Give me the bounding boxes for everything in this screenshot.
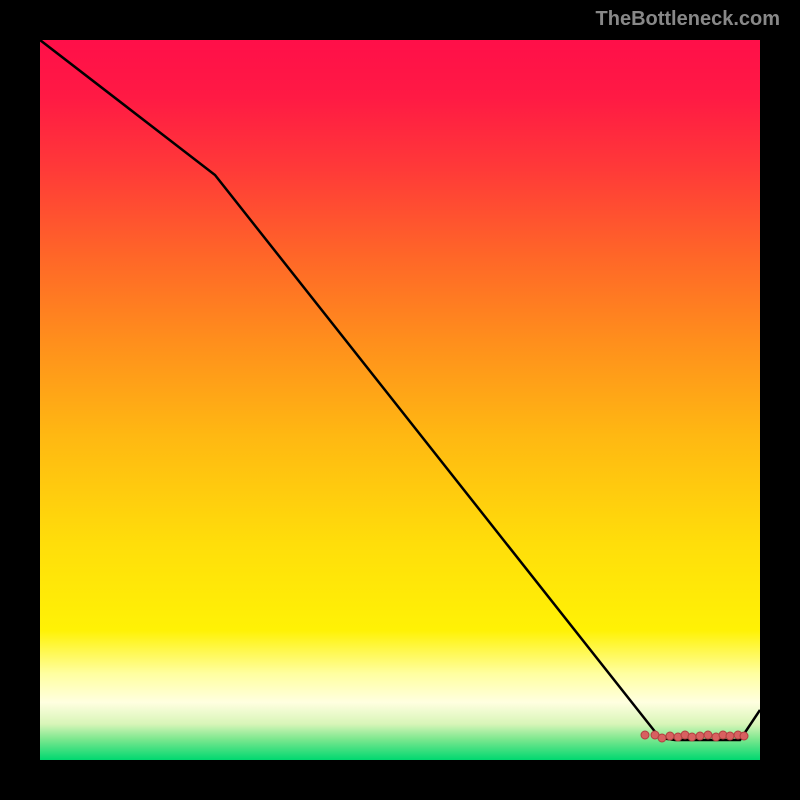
scatter-point	[666, 732, 674, 740]
chart-container: TheBottleneck.com	[0, 0, 800, 800]
chart-background	[40, 40, 760, 760]
chart-area	[40, 40, 760, 760]
scatter-point	[704, 731, 712, 739]
scatter-point	[696, 732, 704, 740]
scatter-point	[688, 733, 696, 741]
scatter-point	[726, 732, 734, 740]
watermark-text: TheBottleneck.com	[596, 8, 780, 31]
chart-svg	[40, 40, 760, 760]
scatter-point	[641, 731, 649, 739]
scatter-point	[658, 734, 666, 742]
scatter-point	[740, 732, 748, 740]
